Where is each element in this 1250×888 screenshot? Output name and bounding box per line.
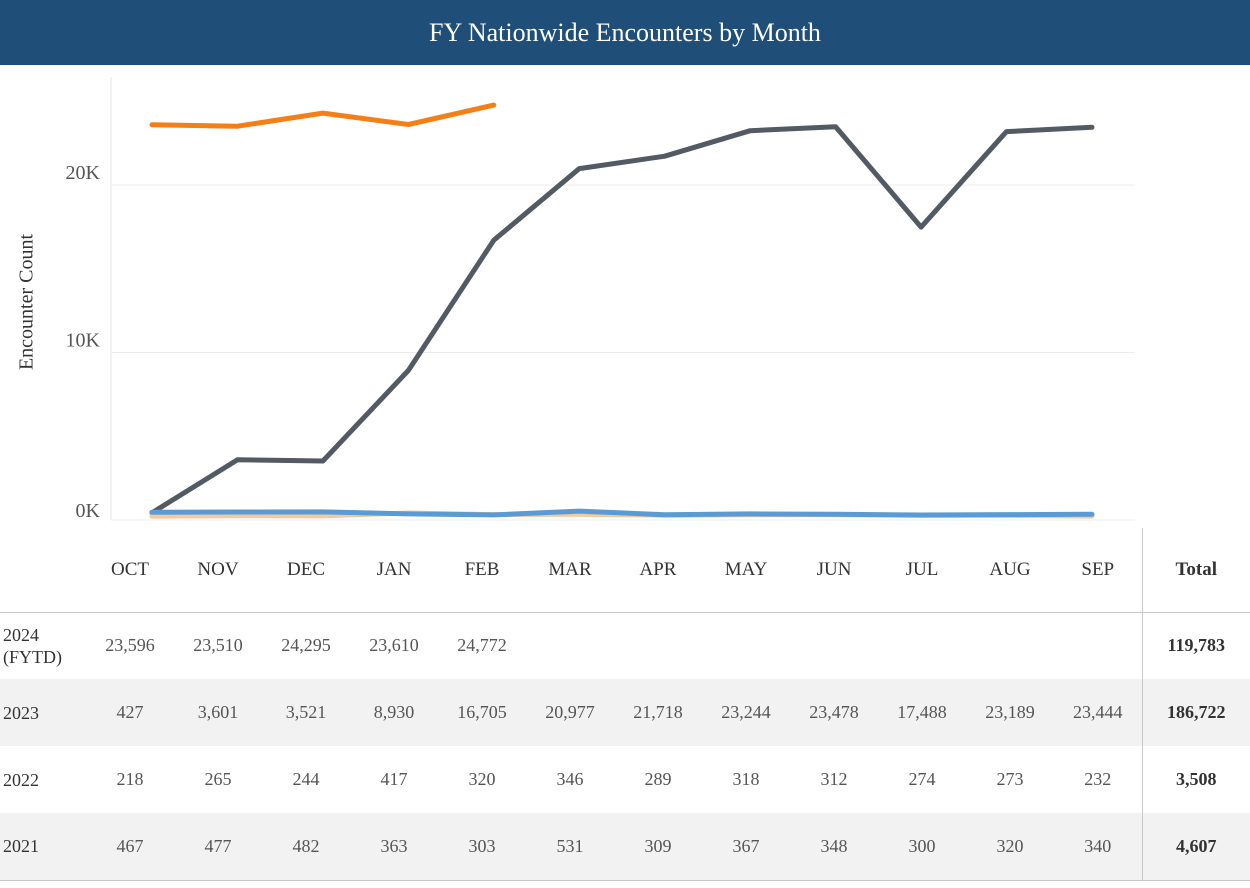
year-label: 2024 — [3, 624, 39, 645]
value-cell: 363 — [380, 835, 408, 856]
value-cell — [966, 612, 1054, 679]
year-cell: 2023 — [0, 679, 86, 746]
y-tick-label: 0K — [76, 500, 101, 522]
month-header: MAR — [526, 528, 614, 613]
value-cell: 23,610 — [369, 635, 419, 656]
chart-title: FY Nationwide Encounters by Month — [0, 0, 1250, 65]
month-header: SEP — [1054, 528, 1142, 613]
month-header: NOV — [174, 528, 262, 613]
table-row: 2021 467 477 482 363 303 531 309 367 348 300 320 340… — [0, 813, 1250, 880]
year-cell: 2024 (FYTD) — [0, 612, 86, 679]
total-header: Total — [1141, 528, 1250, 613]
month-header: JUN — [790, 528, 878, 613]
value-cell — [878, 612, 966, 679]
value-cell: 23,478 — [809, 702, 859, 722]
month-header: AUG — [966, 528, 1054, 613]
value-cell: 17,488 — [897, 702, 947, 722]
table-header-row: OCT NOV DEC JAN FEB MAR APR MAY JUN JUL … — [0, 528, 1250, 613]
value-cell: 531 — [556, 835, 584, 856]
y-tick-label: 20K — [66, 162, 101, 184]
month-header: JUL — [878, 528, 966, 613]
total-cell: 119,783 — [1141, 612, 1250, 679]
series-line-2023 — [149, 124, 1095, 516]
year-cell: 2021 — [0, 813, 86, 880]
value-cell: 482 — [292, 835, 320, 856]
value-cell: 23,510 — [193, 635, 243, 656]
value-cell: 3,601 — [197, 702, 239, 722]
series-line-2021 — [149, 508, 1095, 518]
value-cell: 427 — [116, 702, 144, 722]
value-cell: 309 — [644, 835, 672, 856]
year-cell: 2022 — [0, 746, 86, 813]
value-cell: 244 — [292, 769, 320, 789]
data-table: OCT NOV DEC JAN FEB MAR APR MAY JUN JUL … — [0, 528, 1250, 881]
value-cell: 312 — [820, 769, 848, 789]
value-cell: 274 — [908, 769, 936, 789]
value-cell: 348 — [820, 835, 848, 856]
value-cell: 289 — [644, 769, 672, 789]
table-row: 2024 (FYTD) 23,596 23,510 24,295 23,610 24,772… — [0, 612, 1250, 679]
table-row: 2023 427 3,601 3,521 8,930 16,705 20,977 21,718… — [0, 679, 1250, 746]
month-header: FEB — [438, 528, 526, 613]
value-cell: 218 — [116, 769, 144, 789]
value-cell: 320 — [996, 835, 1024, 856]
y-tick-label: 10K — [66, 330, 101, 352]
total-cell: 4,607 — [1141, 813, 1250, 880]
value-cell — [1054, 612, 1142, 679]
month-header: APR — [614, 528, 702, 613]
value-cell: 21,718 — [633, 702, 683, 722]
value-cell: 16,705 — [457, 702, 507, 722]
value-cell: 8,930 — [373, 702, 415, 722]
value-cell: 346 — [556, 769, 584, 789]
value-cell: 3,521 — [285, 702, 327, 722]
value-cell: 23,189 — [985, 702, 1035, 722]
series-line-2024-fytd — [149, 102, 497, 129]
value-cell: 300 — [908, 835, 936, 856]
value-cell — [702, 612, 790, 679]
value-cell: 303 — [468, 835, 496, 856]
value-cell: 265 — [204, 769, 232, 789]
value-cell: 23,444 — [1073, 702, 1123, 722]
value-cell — [614, 612, 702, 679]
total-cell: 186,722 — [1141, 679, 1250, 746]
total-cell: 3,508 — [1141, 746, 1250, 813]
value-cell: 318 — [732, 769, 760, 789]
month-header: OCT — [86, 528, 174, 613]
value-cell: 467 — [116, 835, 144, 856]
value-cell: 320 — [468, 769, 496, 789]
line-chart: 0K 10K 20K — [66, 77, 1135, 522]
value-cell: 417 — [380, 769, 408, 789]
year-label: 2023 — [3, 702, 39, 723]
value-cell: 340 — [1084, 835, 1112, 856]
value-cell: 23,244 — [721, 702, 771, 722]
value-cell — [790, 612, 878, 679]
year-header-cell — [0, 528, 86, 613]
year-sublabel: (FYTD) — [3, 646, 62, 667]
year-label: 2022 — [3, 769, 39, 790]
value-cell: 273 — [996, 769, 1024, 789]
value-cell: 24,772 — [457, 635, 507, 656]
value-cell: 477 — [204, 835, 232, 856]
table-body: 2024 (FYTD) 23,596 23,510 24,295 23,610 24,772… — [0, 612, 1250, 880]
year-label: 2021 — [3, 836, 39, 857]
value-cell: 367 — [732, 835, 760, 856]
value-cell: 20,977 — [545, 702, 595, 722]
month-header: JAN — [350, 528, 438, 613]
value-cell: 23,596 — [105, 635, 155, 656]
month-header: DEC — [262, 528, 350, 613]
table-row: 2022 218 265 244 417 320 346 289 318 312 274 273 232… — [0, 746, 1250, 813]
value-cell: 232 — [1084, 769, 1112, 789]
month-header: MAY — [702, 528, 790, 613]
value-cell: 24,295 — [281, 635, 331, 656]
value-cell — [526, 612, 614, 679]
